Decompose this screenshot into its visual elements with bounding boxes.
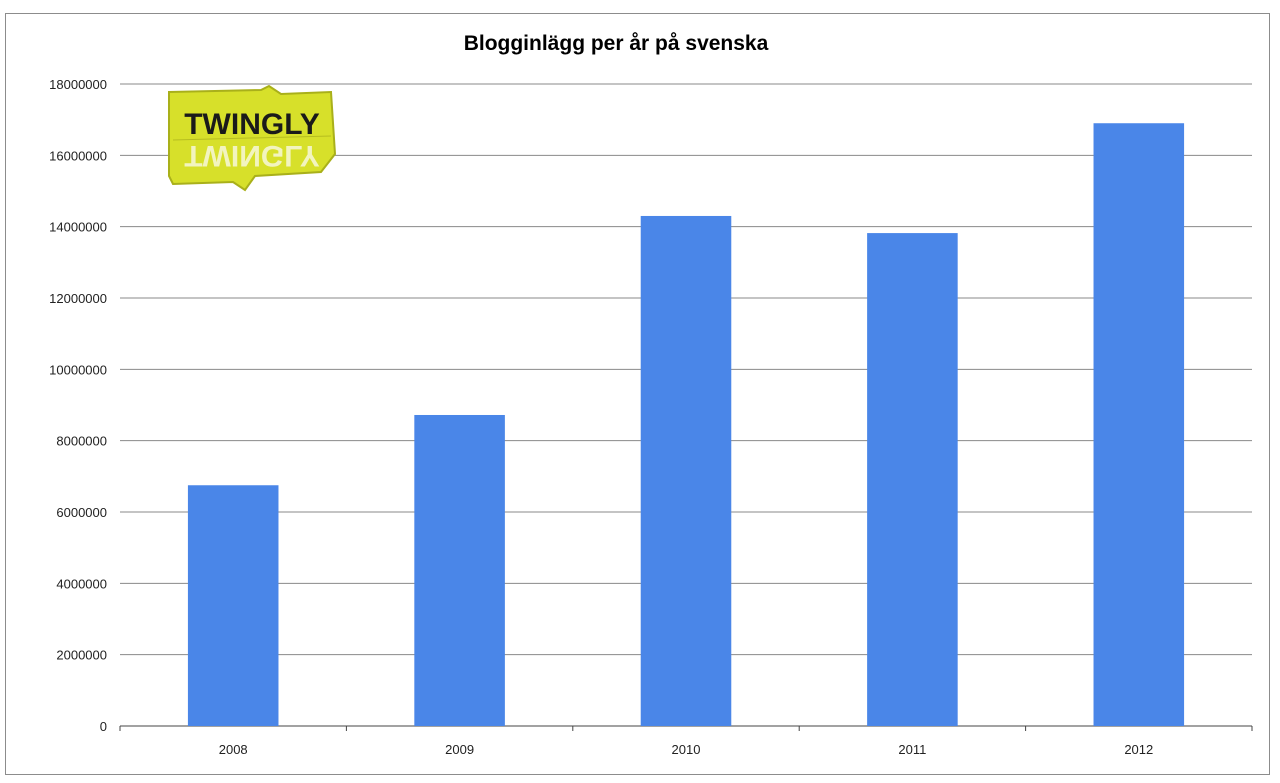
y-tick-label: 0	[100, 719, 107, 734]
y-tick-label: 4000000	[56, 576, 107, 591]
y-tick-label: 12000000	[49, 291, 107, 306]
x-tick-labels: 2008 2009 2010 2011 2012	[219, 742, 1154, 757]
axes	[119, 725, 1253, 731]
bar-2009	[414, 414, 505, 726]
y-tick-label: 14000000	[49, 220, 107, 235]
bar-2008	[187, 485, 279, 726]
twingly-logo: TWINGLY TWINGLY	[168, 84, 337, 192]
y-tick-label: 2000000	[56, 648, 107, 663]
logo-text-reflection: TWINGLY	[184, 139, 320, 172]
bar-2011	[867, 233, 958, 726]
logo-text: TWINGLY	[184, 108, 320, 141]
y-tick-label: 8000000	[56, 434, 107, 449]
x-tick-label: 2011	[898, 742, 926, 757]
y-tick-label: 18000000	[49, 77, 107, 92]
logo-fold-line	[172, 135, 332, 141]
bars	[187, 123, 1185, 726]
y-tick-label: 16000000	[49, 148, 107, 163]
x-tick-label: 2010	[672, 742, 701, 757]
x-tick-label: 2012	[1124, 742, 1153, 757]
y-tick-label: 10000000	[49, 362, 107, 377]
x-tick-label: 2008	[219, 742, 248, 757]
chart-title: Blogginlägg per år på svenska	[463, 32, 769, 55]
y-tick-label: 6000000	[56, 505, 107, 520]
x-tick-label: 2009	[445, 742, 474, 757]
y-tick-labels: 0 2000000 4000000 6000000 8000000 10000000 120…	[49, 77, 107, 734]
bar-2012	[1093, 123, 1185, 726]
bar-2010	[640, 215, 732, 726]
